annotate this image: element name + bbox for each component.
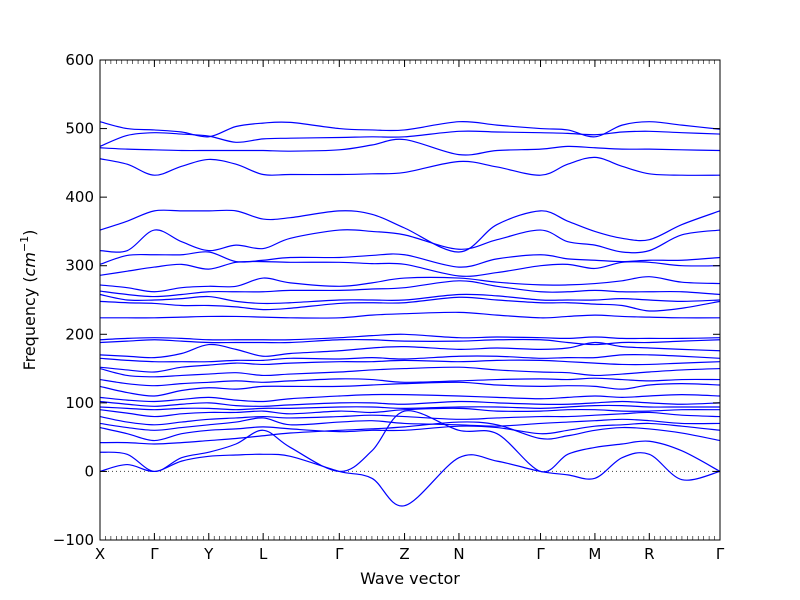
phonon-branch-line [99, 260, 721, 277]
y-tick-layer: −100 0 100 200 300 400 500 600 [53, 51, 720, 549]
y-axis-title-close: ) [20, 230, 39, 236]
phonon-branch-line [99, 417, 721, 431]
x-tick-label: Z [399, 545, 409, 563]
x-tick-label: L [259, 545, 268, 563]
phonon-branch-line [99, 404, 720, 411]
phonon-branch-line [99, 229, 721, 254]
y-tick-label: 600 [65, 51, 94, 69]
y-tick-label: 500 [65, 120, 94, 138]
phonon-branch-line [99, 353, 721, 363]
x-tick-label: Γ [536, 545, 545, 563]
x-axis-title: Wave vector [360, 569, 460, 588]
y-axis-title-main: Frequency [20, 288, 39, 371]
y-tick-label: 0 [84, 462, 94, 480]
y-tick-label: −100 [53, 531, 94, 549]
phonon-branch-line [99, 338, 721, 346]
phonon-branch-line [99, 120, 721, 138]
x-tick-label: X [95, 545, 105, 563]
x-tick-label: M [588, 545, 601, 563]
phonon-branch-line [99, 366, 721, 378]
phonon-branch-line [99, 333, 721, 341]
series-layer [99, 120, 721, 507]
x-tick-label: Γ [335, 545, 344, 563]
phonon-branch-line [99, 452, 721, 507]
phonon-branch-line [99, 293, 721, 305]
phonon-branch-line [99, 381, 721, 397]
y-tick-label: 300 [65, 257, 94, 275]
phonon-branch-line [99, 410, 721, 473]
x-tick-label: R [644, 545, 654, 563]
phonon-branch-line [99, 251, 721, 268]
x-tick-label: N [453, 545, 464, 563]
phonon-branch-line [99, 296, 721, 312]
phonon-branch-line [99, 377, 721, 387]
phonon-branch-line [99, 138, 721, 156]
y-axis-unit-base: cm [20, 252, 39, 276]
phonon-branch-line [99, 359, 721, 373]
y-tick-label: 400 [65, 188, 94, 206]
y-tick-label: 100 [65, 394, 94, 412]
phonon-branch-line [99, 411, 721, 426]
phonon-branch-line [99, 422, 721, 442]
phonon-branch-line [99, 280, 721, 298]
x-tick-label: Y [203, 545, 214, 563]
x-tick-label: Γ [150, 545, 159, 563]
x-tick-label: Γ [716, 545, 725, 563]
y-axis-title-open: ( [20, 276, 39, 287]
phonon-branch-line [100, 311, 721, 319]
phonon-branch-line [99, 400, 721, 407]
phonon-branch-line [99, 407, 721, 418]
y-axis-title: Frequency (cm−1) [18, 230, 39, 371]
phonon-branch-line [99, 276, 721, 293]
y-tick-label: 200 [65, 325, 94, 343]
minor-tick-layer [99, 60, 721, 540]
phonon-branch-line [99, 130, 721, 147]
phonon-branch-line [99, 209, 721, 253]
phonon-branch-line [99, 156, 721, 176]
phonon-branch-line [99, 341, 721, 359]
y-axis-unit-exponent: −1 [18, 236, 31, 252]
phonon-branch-line [99, 393, 721, 403]
